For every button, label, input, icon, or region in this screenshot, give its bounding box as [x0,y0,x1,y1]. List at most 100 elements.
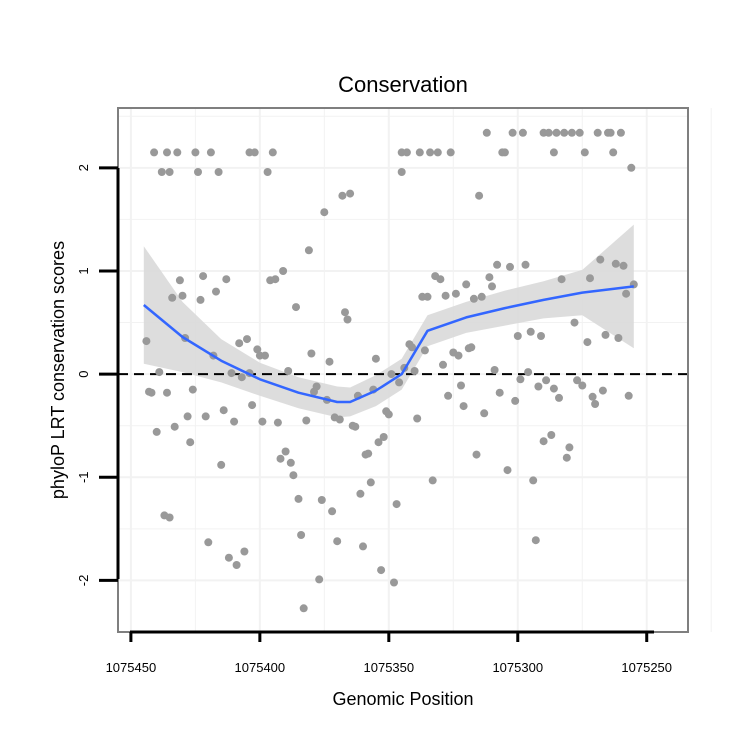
data-point [307,349,316,358]
data-point [227,369,236,378]
data-point [616,128,625,137]
data-point [250,148,259,157]
data-point [537,332,545,340]
data-point [415,148,424,157]
data-point [170,422,179,431]
data-point [627,163,636,172]
data-point [263,168,272,176]
data-point [539,437,548,446]
data-point [454,351,463,360]
data-point [341,308,349,317]
data-point [593,128,602,137]
data-point [199,272,208,281]
data-point [444,391,453,400]
data-point [297,531,306,539]
data-point [212,287,220,296]
x-tick-label: 1075250 [621,660,672,675]
plot-panel [117,107,712,633]
data-point [281,447,290,456]
data-point [457,381,465,390]
data-point [302,416,311,425]
points-layer [142,128,638,613]
data-point [333,537,342,546]
x-tick-label: 1075350 [364,660,415,675]
data-point [493,260,502,269]
data-point [482,128,491,137]
data-point [436,275,445,284]
data-point [371,354,380,363]
data-point [446,148,455,157]
smooth-line [143,285,634,404]
data-point [343,315,352,324]
data-point [224,553,233,562]
data-point [284,367,293,375]
data-point [433,148,442,157]
data-point [243,335,251,344]
data-point [157,168,166,176]
y-tick-label: -2 [76,575,91,587]
data-point [356,489,365,498]
data-point [276,454,285,463]
data-point [163,148,171,157]
data-point [253,345,262,354]
data-point [423,292,432,301]
data-point [219,406,228,415]
data-point [384,410,393,419]
data-point [565,443,574,452]
y-tick-label: 1 [76,267,91,274]
data-point [271,275,280,284]
data-point [490,366,499,374]
data-point [173,148,182,157]
data-point [413,414,422,423]
x-ticks: 1075450 1075400 1075350 1075300 1075250 [106,632,672,675]
data-point [426,148,435,157]
data-point [477,292,486,301]
confidence-ribbon-layer [143,224,634,418]
data-point [562,453,571,462]
data-point [542,376,551,385]
data-point [165,513,174,522]
data-point [583,338,592,347]
data-point [575,128,584,137]
data-point [237,373,246,382]
data-point [232,561,241,569]
data-point [480,409,489,418]
x-tick-label: 1075300 [492,660,543,675]
data-point [410,367,419,375]
data-point [544,128,553,137]
data-point [503,466,512,475]
data-point [186,438,195,447]
data-point [488,282,496,291]
data-point [624,391,633,400]
data-point [312,382,321,391]
data-point [351,422,360,431]
data-point [235,339,244,348]
data-point [451,289,460,298]
data-point [175,276,184,285]
data-point [462,280,471,289]
data-point [292,303,300,312]
data-point [596,255,605,264]
data-point [346,189,355,198]
data-point [511,396,520,405]
data-point [578,381,587,390]
data-point [606,128,615,137]
data-point [366,478,375,487]
y-tick-label: 0 [76,371,91,378]
x-axis: 1075450 1075400 1075350 1075300 1075250 [106,630,672,675]
data-point [204,538,213,547]
x-tick-label: 1075400 [235,660,286,675]
data-point [531,536,540,545]
data-point [472,450,481,459]
data-point [248,401,257,410]
data-point [320,208,329,217]
data-point [165,168,174,176]
data-point [402,148,411,157]
y-tick-label: -1 [76,471,91,483]
y-axis: -2 -1 0 1 2 [76,164,120,587]
data-point [147,388,156,397]
data-point [230,417,239,426]
data-point [268,148,277,157]
data-point [328,507,337,516]
